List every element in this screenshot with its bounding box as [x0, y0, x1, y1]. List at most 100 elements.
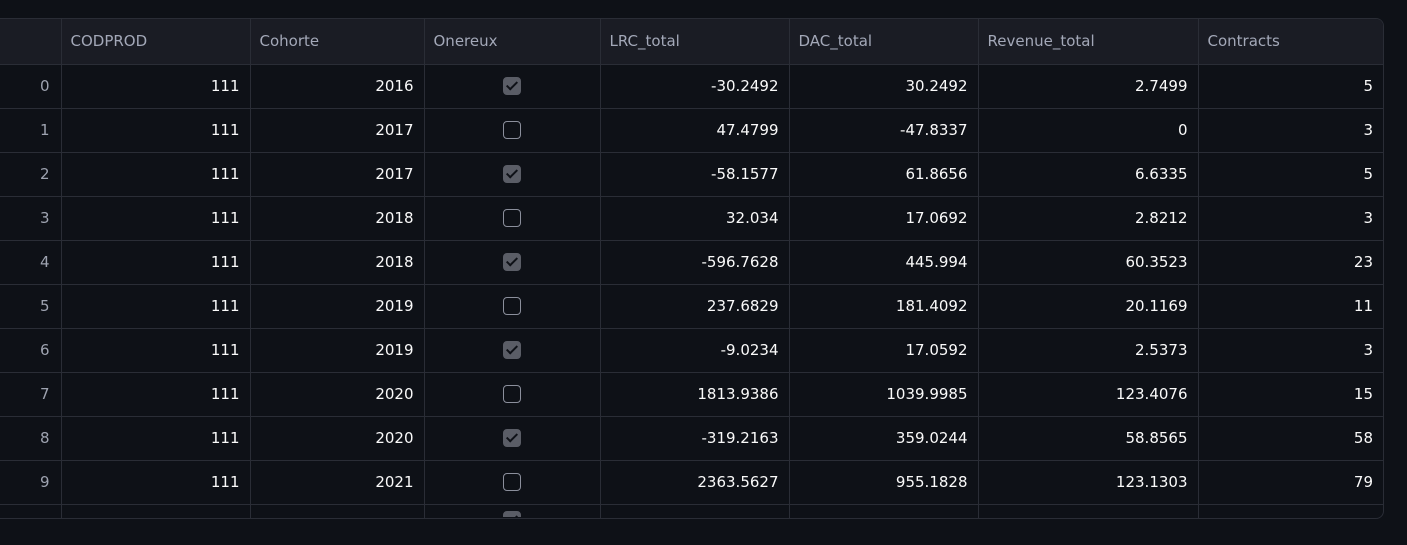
cell-cohorte[interactable]: 2019: [250, 328, 425, 373]
cell-cohorte[interactable]: 2017: [250, 108, 425, 153]
cell-lrc-total[interactable]: 47.4799: [600, 108, 790, 153]
cell-onereux[interactable]: [424, 108, 601, 153]
cell-revenue-total[interactable]: 2.7499: [978, 64, 1199, 109]
checkbox-unchecked-icon[interactable]: [503, 209, 521, 228]
cell-lrc-total[interactable]: -9.0234: [600, 328, 790, 373]
cell-lrc-total[interactable]: -30.2492: [600, 64, 790, 109]
cell-contracts[interactable]: 5: [1198, 64, 1383, 109]
table-row[interactable]: 9 111 2021 2363.5627 955.1828 123.1303 79: [0, 460, 1383, 505]
checkbox-checked-icon[interactable]: [503, 429, 521, 448]
cell-codprod[interactable]: 111: [61, 284, 251, 329]
table-row[interactable]: 2 111 2017 -58.1577 61.8656 6.6335 5: [0, 152, 1383, 197]
cell-cohorte[interactable]: 2020: [250, 372, 425, 417]
cell-revenue-total[interactable]: 58.8565: [978, 416, 1199, 461]
cell-revenue-total[interactable]: 60.3523: [978, 240, 1199, 285]
checkbox-checked-icon[interactable]: [503, 77, 521, 96]
cell-cohorte[interactable]: 2019: [250, 284, 425, 329]
table-row[interactable]: 6 111 2019 -9.0234 17.0592 2.5373 3: [0, 328, 1383, 373]
column-header-revenue-total[interactable]: Revenue_total: [978, 19, 1199, 65]
column-header-index[interactable]: [0, 19, 62, 65]
cell-dac-total[interactable]: 17.0692: [789, 196, 979, 241]
cell-contracts[interactable]: 23: [1198, 240, 1383, 285]
column-header-contracts[interactable]: Contracts: [1198, 19, 1383, 65]
cell-codprod[interactable]: 111: [61, 108, 251, 153]
table-row[interactable]: 1 111 2017 47.4799 -47.8337 0 3: [0, 108, 1383, 153]
table-row[interactable]: 5 111 2019 237.6829 181.4092 20.1169 11: [0, 284, 1383, 329]
partial-cell: [789, 504, 979, 518]
cell-dac-total[interactable]: 359.0244: [789, 416, 979, 461]
table-row[interactable]: 8 111 2020 -319.2163 359.0244 58.8565 58: [0, 416, 1383, 461]
cell-revenue-total[interactable]: 20.1169: [978, 284, 1199, 329]
cell-codprod[interactable]: 111: [61, 372, 251, 417]
data-grid[interactable]: CODPROD Cohorte Onereux LRC_total DAC_to…: [0, 18, 1384, 519]
cell-cohorte[interactable]: 2017: [250, 152, 425, 197]
cell-codprod[interactable]: 111: [61, 64, 251, 109]
cell-lrc-total[interactable]: 2363.5627: [600, 460, 790, 505]
cell-dac-total[interactable]: 1039.9985: [789, 372, 979, 417]
cell-lrc-total[interactable]: -319.2163: [600, 416, 790, 461]
cell-codprod[interactable]: 111: [61, 152, 251, 197]
column-header-cohorte[interactable]: Cohorte: [250, 19, 425, 65]
column-header-codprod[interactable]: CODPROD: [61, 19, 251, 65]
cell-cohorte[interactable]: 2016: [250, 64, 425, 109]
cell-codprod[interactable]: 111: [61, 416, 251, 461]
cell-lrc-total[interactable]: -596.7628: [600, 240, 790, 285]
cell-revenue-total[interactable]: 123.4076: [978, 372, 1199, 417]
cell-contracts[interactable]: 15: [1198, 372, 1383, 417]
cell-lrc-total[interactable]: 237.6829: [600, 284, 790, 329]
checkbox-unchecked-icon[interactable]: [503, 121, 521, 140]
table-row[interactable]: 4 111 2018 -596.7628 445.994 60.3523 23: [0, 240, 1383, 285]
cell-dac-total[interactable]: 181.4092: [789, 284, 979, 329]
checkbox-unchecked-icon[interactable]: [503, 297, 521, 316]
checkbox-checked-icon[interactable]: [503, 165, 521, 184]
cell-dac-total[interactable]: 17.0592: [789, 328, 979, 373]
cell-revenue-total[interactable]: 2.8212: [978, 196, 1199, 241]
cell-revenue-total[interactable]: 123.1303: [978, 460, 1199, 505]
cell-codprod[interactable]: 111: [61, 240, 251, 285]
cell-codprod[interactable]: 111: [61, 196, 251, 241]
cell-codprod[interactable]: 111: [61, 328, 251, 373]
cell-contracts[interactable]: 58: [1198, 416, 1383, 461]
cell-onereux[interactable]: [424, 196, 601, 241]
cell-onereux[interactable]: [424, 284, 601, 329]
cell-dac-total[interactable]: -47.8337: [789, 108, 979, 153]
cell-onereux[interactable]: [424, 152, 601, 197]
cell-cohorte[interactable]: 2020: [250, 416, 425, 461]
cell-lrc-total[interactable]: 32.034: [600, 196, 790, 241]
cell-contracts[interactable]: 3: [1198, 328, 1383, 373]
cell-onereux[interactable]: [424, 64, 601, 109]
column-header-onereux[interactable]: Onereux: [424, 19, 601, 65]
cell-dac-total[interactable]: 955.1828: [789, 460, 979, 505]
cell-dac-total[interactable]: 61.8656: [789, 152, 979, 197]
cell-lrc-total[interactable]: -58.1577: [600, 152, 790, 197]
cell-contracts[interactable]: 79: [1198, 460, 1383, 505]
cell-cohorte[interactable]: 2018: [250, 240, 425, 285]
checkbox-checked-icon[interactable]: [503, 253, 521, 272]
cell-dac-total[interactable]: 445.994: [789, 240, 979, 285]
cell-revenue-total[interactable]: 2.5373: [978, 328, 1199, 373]
cell-contracts[interactable]: 11: [1198, 284, 1383, 329]
checkbox-unchecked-icon[interactable]: [503, 385, 521, 404]
checkbox-unchecked-icon[interactable]: [503, 473, 521, 492]
cell-codprod[interactable]: 111: [61, 460, 251, 505]
cell-onereux[interactable]: [424, 460, 601, 505]
cell-revenue-total[interactable]: 6.6335: [978, 152, 1199, 197]
cell-onereux[interactable]: [424, 416, 601, 461]
cell-contracts[interactable]: 5: [1198, 152, 1383, 197]
cell-contracts[interactable]: 3: [1198, 196, 1383, 241]
cell-cohorte[interactable]: 2021: [250, 460, 425, 505]
table-row[interactable]: 0 111 2016 -30.2492 30.2492 2.7499 5: [0, 64, 1383, 109]
cell-cohorte[interactable]: 2018: [250, 196, 425, 241]
cell-lrc-total[interactable]: 1813.9386: [600, 372, 790, 417]
cell-onereux[interactable]: [424, 372, 601, 417]
column-header-dac-total[interactable]: DAC_total: [789, 19, 979, 65]
cell-contracts[interactable]: 3: [1198, 108, 1383, 153]
cell-dac-total[interactable]: 30.2492: [789, 64, 979, 109]
cell-onereux[interactable]: [424, 240, 601, 285]
table-row[interactable]: 7 111 2020 1813.9386 1039.9985 123.4076 15: [0, 372, 1383, 417]
table-row[interactable]: 3 111 2018 32.034 17.0692 2.8212 3: [0, 196, 1383, 241]
column-header-lrc-total[interactable]: LRC_total: [600, 19, 790, 65]
cell-revenue-total[interactable]: 0: [978, 108, 1199, 153]
checkbox-checked-icon[interactable]: [503, 341, 521, 360]
cell-onereux[interactable]: [424, 328, 601, 373]
